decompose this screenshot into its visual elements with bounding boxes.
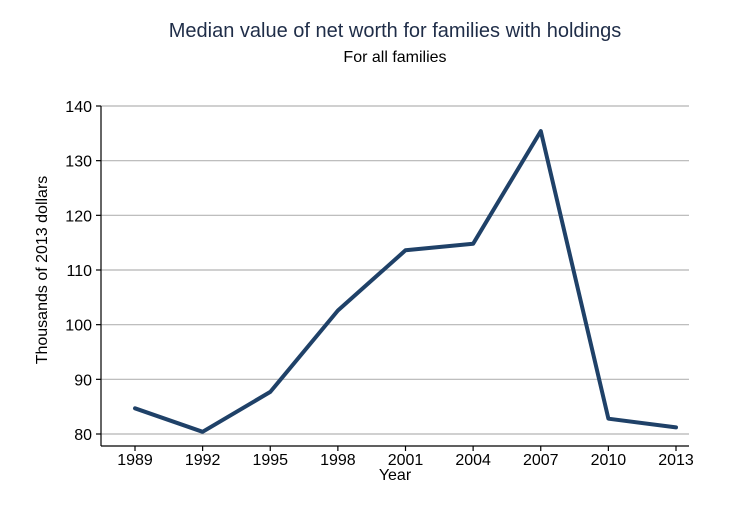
x-tick-label: 1992 — [185, 452, 221, 469]
x-axis-title: Year — [379, 467, 412, 484]
y-tick-label: 140 — [65, 99, 92, 116]
y-tick-label: 110 — [66, 263, 92, 280]
y-tick-label: 120 — [65, 208, 92, 225]
y-tick-label: 100 — [65, 318, 92, 335]
x-tick-label: 2001 — [388, 452, 424, 469]
x-tick-label: 2007 — [523, 452, 559, 469]
y-tick-label: 90 — [74, 372, 92, 389]
y-axis-title: Thousands of 2013 dollars — [34, 176, 51, 365]
y-tick-label: 80 — [74, 427, 92, 444]
series — [133, 129, 678, 434]
chart-title: Median value of net worth for families w… — [169, 20, 621, 42]
y-tick-label: 130 — [65, 154, 92, 171]
chart-subtitle: For all families — [343, 49, 446, 66]
tick-labels: 80 90 100 110 120 130 140 1989 1992 1995 1998 2001 2… — [65, 99, 694, 469]
x-tick-label: 2004 — [455, 452, 491, 469]
x-tick-label: 1998 — [320, 452, 356, 469]
series-line — [133, 129, 678, 434]
gridlines — [101, 105, 689, 435]
x-tick-label: 2010 — [591, 452, 627, 469]
axes — [96, 105, 689, 451]
x-tick-label: 1995 — [252, 452, 288, 469]
x-tick-label: 1989 — [117, 452, 153, 469]
x-tick-label: 2013 — [658, 452, 694, 469]
